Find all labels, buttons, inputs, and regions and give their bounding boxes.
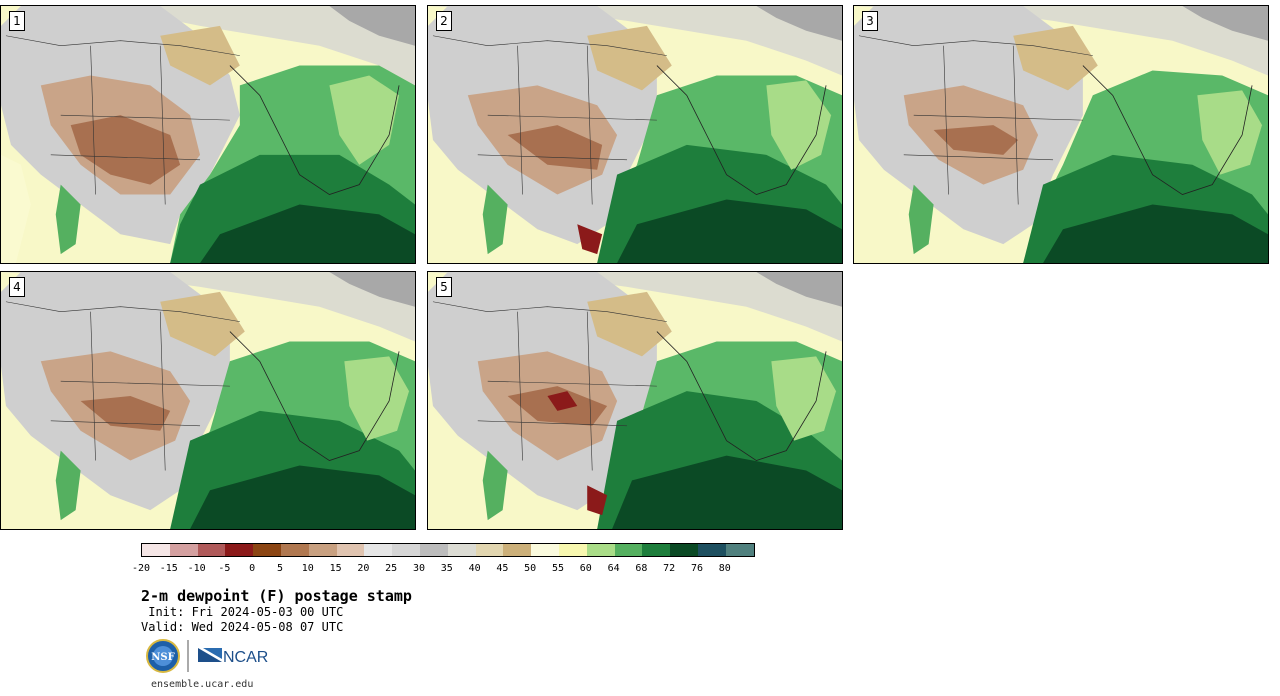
dewpoint-map — [428, 6, 842, 263]
colorbar-swatch — [253, 544, 281, 556]
colorbar-swatch — [364, 544, 393, 556]
colorbar-tick-label: 68 — [635, 563, 648, 574]
panel-number: 1 — [9, 11, 25, 31]
panel-number: 2 — [436, 11, 452, 31]
panel-number: 5 — [436, 277, 452, 297]
colorbar-swatch — [308, 544, 337, 556]
colorbar-swatch — [642, 544, 671, 556]
colorbar-tick-label: 0 — [249, 563, 256, 574]
colorbar-tick-label: -20 — [131, 563, 151, 574]
colorbar-tick-label: 45 — [496, 563, 509, 574]
colorbar-tick-label: 10 — [301, 563, 314, 574]
map-panel-3[interactable]: 3 — [853, 5, 1269, 264]
colorbar-swatch — [142, 544, 170, 556]
colorbar-tick-label: 72 — [663, 563, 676, 574]
colorbar-swatch — [503, 544, 532, 556]
colorbar-swatch — [336, 544, 365, 556]
colorbar-tick-label: -15 — [159, 563, 178, 574]
map-panel-1[interactable]: 1 — [0, 5, 416, 264]
logos: NSF NCAR — [145, 638, 275, 674]
colorbar-swatch — [558, 544, 587, 556]
colorbar-swatch — [697, 544, 726, 556]
colorbar-swatch — [392, 544, 420, 556]
colorbar-swatch — [475, 544, 504, 556]
colorbar-swatch — [586, 544, 615, 556]
dewpoint-map — [428, 272, 842, 529]
map-panel-4[interactable]: 4 — [0, 271, 416, 530]
colorbar-swatch — [670, 544, 698, 556]
colorbar-swatch — [725, 544, 754, 556]
colorbar-tick-label: 15 — [329, 563, 342, 574]
colorbar — [141, 543, 755, 557]
colorbar-swatch — [197, 544, 226, 556]
nsf-logo-text: NSF — [151, 652, 174, 663]
colorbar-tick-label: 25 — [385, 563, 398, 574]
colorbar-swatch — [614, 544, 643, 556]
colorbar-tick-label: 50 — [524, 563, 537, 574]
chart-title: 2-m dewpoint (F) postage stamp — [141, 587, 412, 605]
colorbar-tick-label: 64 — [607, 563, 620, 574]
website-url[interactable]: ensemble.ucar.edu — [151, 679, 254, 690]
colorbar-swatch — [169, 544, 198, 556]
colorbar-swatch — [225, 544, 254, 556]
nsf-logo-icon: NSF — [146, 639, 180, 673]
map-panel-2[interactable]: 2 — [427, 5, 843, 264]
ncar-logo-text: NCAR — [223, 649, 268, 666]
colorbar-tick-label: 60 — [579, 563, 592, 574]
colorbar-swatch — [280, 544, 309, 556]
colorbar-tick-label: 30 — [412, 563, 426, 574]
colorbar-tick-label: 40 — [468, 563, 481, 574]
dewpoint-map — [1, 6, 415, 263]
map-panel-5[interactable]: 5 — [427, 271, 843, 530]
colorbar-tick-label: -10 — [187, 563, 206, 574]
colorbar-tick-label: 76 — [690, 563, 704, 574]
valid-time: Valid: Wed 2024-05-08 07 UTC — [141, 620, 344, 634]
colorbar-tick-label: 80 — [718, 563, 731, 574]
dewpoint-map — [1, 272, 415, 529]
colorbar-swatch — [447, 544, 476, 556]
colorbar-tick-label: 5 — [276, 563, 284, 574]
dewpoint-map — [854, 6, 1268, 263]
colorbar-tick-label: -5 — [218, 563, 231, 574]
colorbar-tick-label: 55 — [551, 563, 565, 574]
ncar-logo-icon: NCAR — [198, 648, 268, 666]
colorbar-swatch — [531, 544, 559, 556]
panel-number: 4 — [9, 277, 25, 297]
colorbar-tick-label: 35 — [440, 563, 453, 574]
colorbar-tick-label: 20 — [357, 563, 370, 574]
colorbar-ticks: -20 -15 -10 -5 0 5 10 15 20 25 30 35 40 45 50 55 60 64 68 7… — [132, 563, 761, 579]
colorbar-swatch — [419, 544, 448, 556]
init-time: Init: Fri 2024-05-03 00 UTC — [141, 605, 344, 619]
panel-number: 3 — [862, 11, 878, 31]
